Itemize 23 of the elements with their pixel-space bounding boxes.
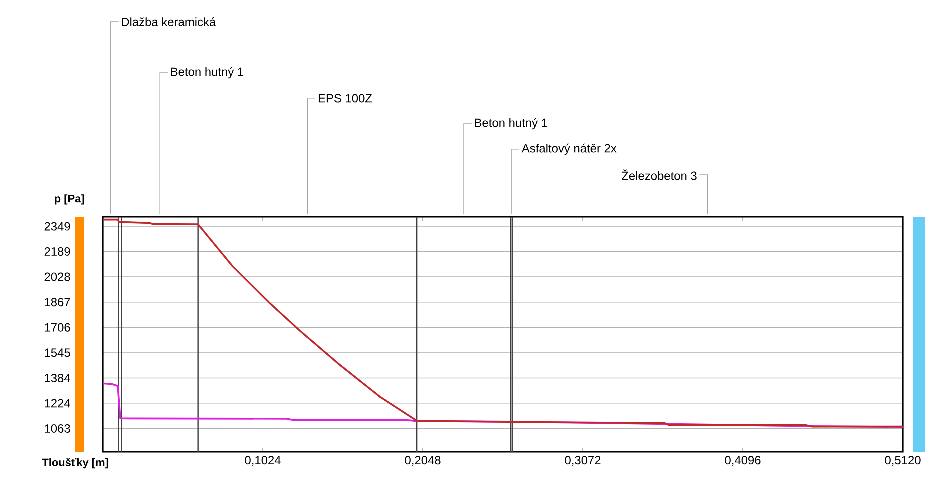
text: Dlažba keramická bbox=[122, 18, 216, 26]
y-tick-label: 1706 bbox=[45, 323, 70, 332]
text: Asfaltový nátěr 2x bbox=[522, 144, 617, 156]
y-axis-title: p [Pa] bbox=[55, 194, 84, 205]
y-tick-label: 1545 bbox=[45, 348, 70, 358]
text: Železobeton 3 bbox=[622, 170, 697, 180]
y-tick-label: 2349 bbox=[44, 222, 70, 231]
text: Beton hutný 1 bbox=[171, 67, 244, 79]
x-tick-label: 0,4096 bbox=[725, 456, 761, 466]
y-tick-label: 2028 bbox=[44, 272, 70, 282]
x-tick-label: 0,2048 bbox=[405, 456, 441, 466]
x-tick-label: 0,5120 bbox=[885, 456, 921, 466]
x-tick-label: 0,3072 bbox=[565, 456, 601, 466]
y-tick-label: 1063 bbox=[45, 424, 70, 433]
y-tick-label: 1224 bbox=[45, 399, 70, 408]
x-axis-title: Tloušťky [m] bbox=[42, 458, 108, 469]
y-tick-label: 1867 bbox=[45, 298, 70, 307]
line-series bbox=[102, 218, 904, 428]
text: EPS 100Z bbox=[318, 94, 372, 103]
x-tick-label: 0,1024 bbox=[245, 456, 281, 466]
y-tick-label: 1384 bbox=[45, 374, 70, 382]
y-tick-label: 2189 bbox=[44, 247, 70, 256]
text: Beton hutný 1 bbox=[475, 118, 548, 130]
